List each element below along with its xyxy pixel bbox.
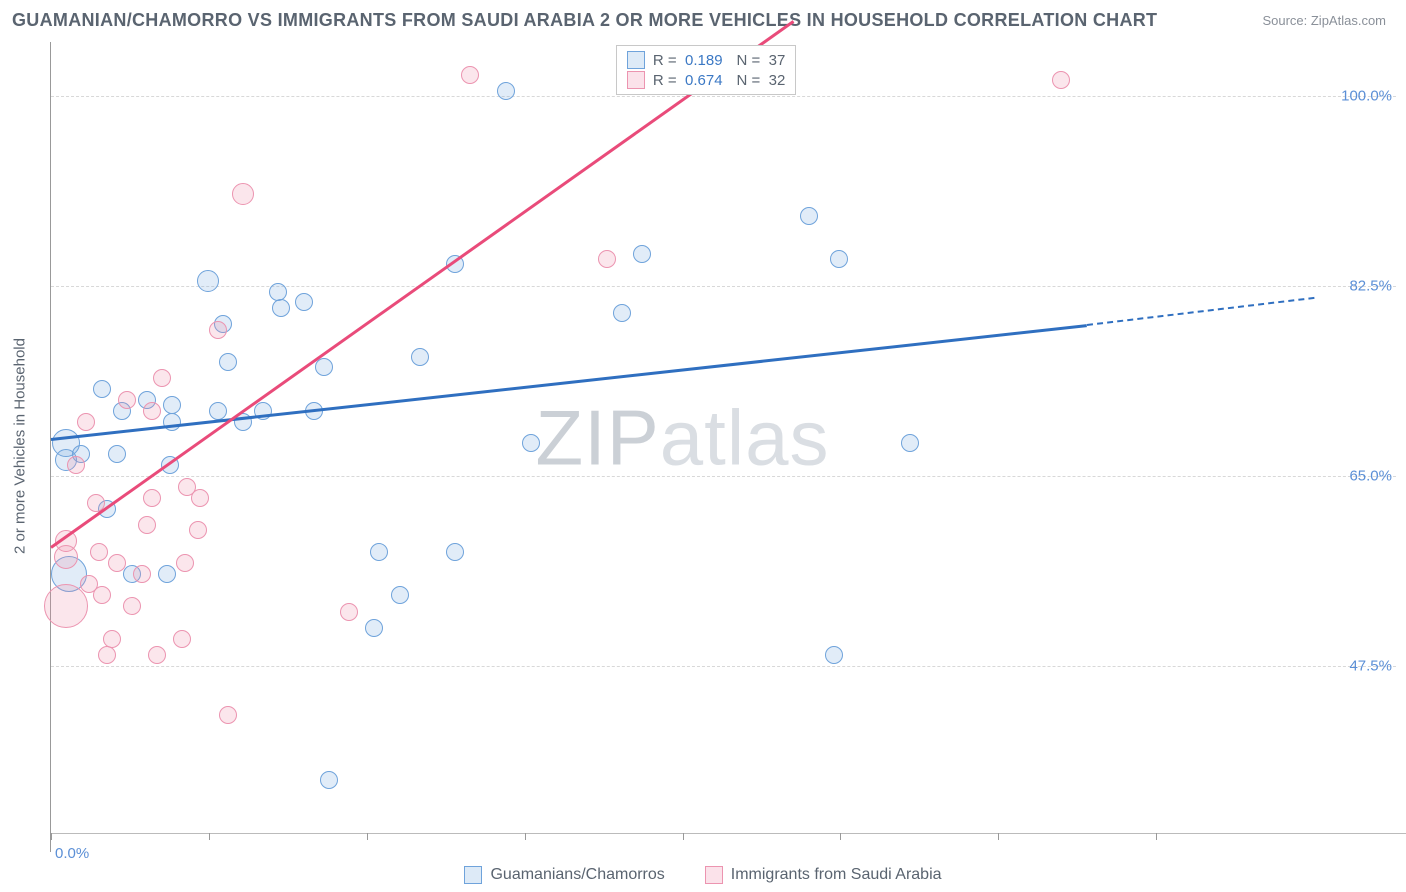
- data-point-s1: [209, 402, 227, 420]
- data-point-s2: [123, 597, 141, 615]
- legend-label: Guamanians/Chamorros: [490, 866, 664, 884]
- x-tick: [998, 833, 999, 840]
- legend-item-s2: Immigrants from Saudi Arabia: [705, 866, 942, 884]
- data-point-s2: [98, 646, 116, 664]
- plot-region: ZIPatlas 47.5%65.0%82.5%100.0%: [51, 42, 1314, 834]
- data-point-s2: [148, 646, 166, 664]
- data-point-s2: [189, 521, 207, 539]
- gridline: [51, 96, 1396, 97]
- swatch-s2-icon: [705, 866, 723, 884]
- y-tick-label: 47.5%: [1349, 657, 1392, 674]
- data-point-s2: [143, 402, 161, 420]
- data-point-s2: [54, 545, 78, 569]
- data-point-s2: [103, 630, 121, 648]
- data-point-s1: [365, 619, 383, 637]
- gridline: [51, 666, 1396, 667]
- data-point-s2: [173, 630, 191, 648]
- gridline: [51, 476, 1396, 477]
- data-point-s2: [133, 565, 151, 583]
- trend-line-dash-s1: [1087, 297, 1315, 326]
- y-tick-label: 65.0%: [1349, 467, 1392, 484]
- data-point-s1: [320, 771, 338, 789]
- data-point-s1: [613, 304, 631, 322]
- data-point-s1: [315, 358, 333, 376]
- chart-title: GUAMANIAN/CHAMORRO VS IMMIGRANTS FROM SA…: [12, 10, 1157, 31]
- stat-n-label: N = 32: [737, 72, 786, 89]
- data-point-s1: [446, 543, 464, 561]
- data-point-s1: [269, 283, 287, 301]
- data-point-s1: [411, 348, 429, 366]
- stat-r-label: R = 0.674: [653, 72, 723, 89]
- data-point-s1: [825, 646, 843, 664]
- data-point-s1: [497, 82, 515, 100]
- data-point-s1: [370, 543, 388, 561]
- x-axis-line: [51, 833, 1406, 834]
- chart-header: GUAMANIAN/CHAMORRO VS IMMIGRANTS FROM SA…: [0, 0, 1406, 39]
- gridline: [51, 286, 1396, 287]
- watermark: ZIPatlas: [535, 393, 829, 484]
- data-point-s1: [197, 270, 219, 292]
- data-point-s2: [340, 603, 358, 621]
- data-point-s2: [108, 554, 126, 572]
- data-point-s1: [901, 434, 919, 452]
- stats-legend-box: R = 0.189 N = 37 R = 0.674 N = 32: [616, 45, 796, 95]
- legend-item-s1: Guamanians/Chamorros: [464, 866, 664, 884]
- x-tick: [683, 833, 684, 840]
- data-point-s2: [209, 321, 227, 339]
- data-point-s1: [800, 207, 818, 225]
- data-point-s2: [143, 489, 161, 507]
- x-tick: [209, 833, 210, 840]
- trend-line-s1: [51, 324, 1087, 441]
- y-tick-label: 82.5%: [1349, 278, 1392, 295]
- data-point-s2: [67, 456, 85, 474]
- data-point-s2: [219, 706, 237, 724]
- x-tick: [367, 833, 368, 840]
- stat-r-label: R = 0.189: [653, 52, 723, 69]
- stats-row-s1: R = 0.189 N = 37: [627, 50, 785, 70]
- data-point-s2: [118, 391, 136, 409]
- data-point-s2: [232, 183, 254, 205]
- legend-label: Immigrants from Saudi Arabia: [731, 866, 942, 884]
- stats-row-s2: R = 0.674 N = 32: [627, 70, 785, 90]
- x-tick: [840, 833, 841, 840]
- data-point-s1: [219, 353, 237, 371]
- data-point-s1: [830, 250, 848, 268]
- swatch-s2-icon: [627, 71, 645, 89]
- data-point-s1: [295, 293, 313, 311]
- data-point-s1: [163, 396, 181, 414]
- data-point-s1: [158, 565, 176, 583]
- y-tick-label: 100.0%: [1341, 88, 1392, 105]
- swatch-s1-icon: [464, 866, 482, 884]
- stat-n-label: N = 37: [737, 52, 786, 69]
- chart-area: ZIPatlas 47.5%65.0%82.5%100.0% R = 0.189…: [50, 42, 1396, 852]
- y-axis-label: 2 or more Vehicles in Household: [12, 338, 29, 554]
- data-point-s1: [272, 299, 290, 317]
- data-point-s1: [391, 586, 409, 604]
- data-point-s1: [93, 380, 111, 398]
- data-point-s2: [1052, 71, 1070, 89]
- x-tick: [1156, 833, 1157, 840]
- data-point-s1: [108, 445, 126, 463]
- data-point-s2: [176, 554, 194, 572]
- data-point-s1: [633, 245, 651, 263]
- data-point-s2: [191, 489, 209, 507]
- data-point-s2: [77, 413, 95, 431]
- bottom-legend: Guamanians/Chamorros Immigrants from Sau…: [0, 866, 1406, 884]
- data-point-s1: [522, 434, 540, 452]
- data-point-s2: [93, 586, 111, 604]
- source-attribution: Source: ZipAtlas.com: [1262, 13, 1386, 28]
- data-point-s2: [153, 369, 171, 387]
- swatch-s1-icon: [627, 51, 645, 69]
- data-point-s2: [598, 250, 616, 268]
- x-tick: [525, 833, 526, 840]
- trend-line-s2: [50, 21, 794, 550]
- data-point-s2: [90, 543, 108, 561]
- data-point-s2: [138, 516, 156, 534]
- data-point-s2: [461, 66, 479, 84]
- x-tick-label: 0.0%: [55, 845, 89, 862]
- x-tick: [51, 833, 52, 840]
